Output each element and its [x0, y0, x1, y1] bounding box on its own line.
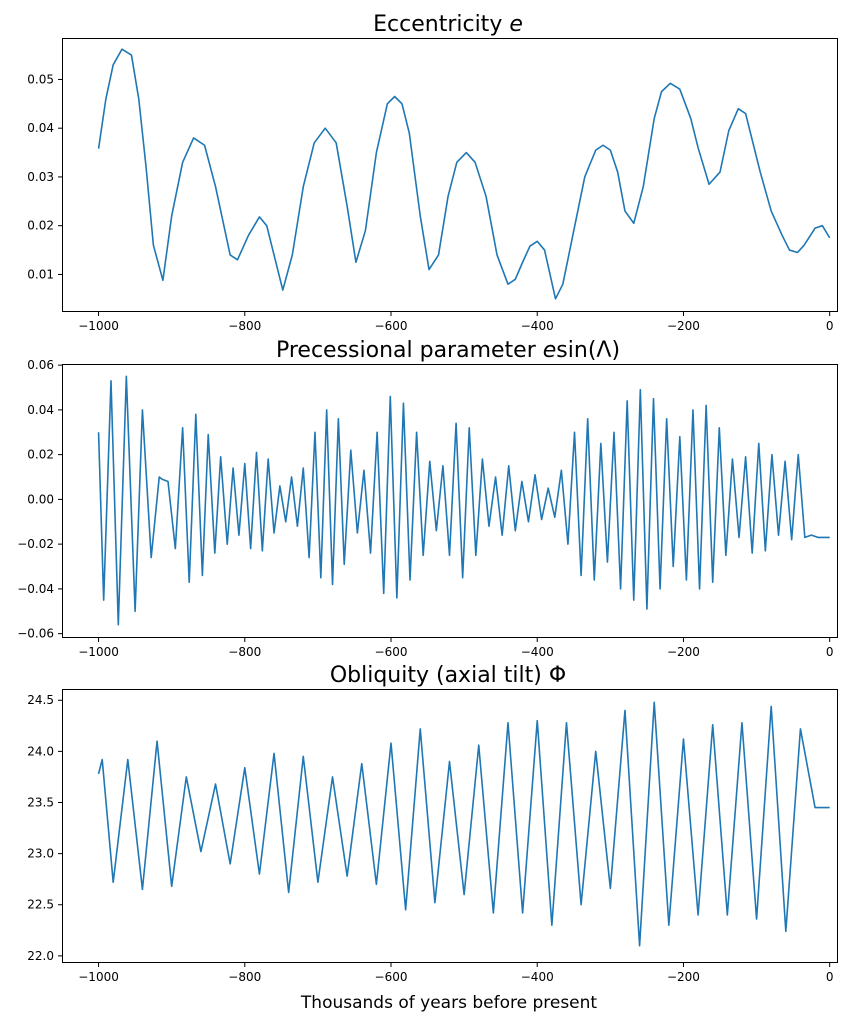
obliquity-ytick-label: 24.5 — [27, 693, 54, 707]
precession-series-line — [97, 375, 830, 626]
obliquity-ytick-label: 23.0 — [27, 847, 54, 861]
obliquity-ytick-label: 23.5 — [27, 795, 54, 809]
precession-xtick-label: −400 — [521, 645, 554, 659]
eccentricity-ytick-label: 0.02 — [27, 219, 54, 233]
precession-ytick-label: 0.04 — [27, 403, 54, 417]
precession-ytick-label: −0.06 — [17, 627, 54, 641]
obliquity-xtick-label: −600 — [375, 970, 408, 984]
precession-xtick-label: −1000 — [78, 645, 119, 659]
obliquity-xtick-label: −200 — [667, 970, 700, 984]
eccentricity-title-main: Eccentricity — [373, 12, 509, 37]
precession-ytick-label: −0.02 — [17, 537, 54, 551]
obliquity-panel: Obliquity (axial tilt) Φ Thousands of ye… — [27, 663, 838, 1013]
precession-title-rest: sin(Λ) — [556, 338, 620, 363]
precession-ytick-label: 0.06 — [27, 358, 54, 372]
obliquity-xtick-label: −800 — [228, 970, 261, 984]
eccentricity-xtick-label: −800 — [228, 319, 261, 333]
precession-xtick-label: −600 — [375, 645, 408, 659]
precession-ytick-label: 0.00 — [27, 492, 54, 506]
eccentricity-series-line — [97, 48, 831, 300]
precession-title: Precessional parameter esin(Λ) — [276, 338, 620, 363]
eccentricity-xtick-label: −400 — [521, 319, 554, 333]
precession-ytick-label: 0.02 — [27, 448, 54, 462]
precession-xtick-label: 0 — [826, 645, 834, 659]
eccentricity-xtick-label: −1000 — [78, 319, 119, 333]
obliquity-xtick-label: −1000 — [78, 970, 119, 984]
precession-axes-frame — [62, 364, 838, 638]
obliquity-xtick-label: −400 — [521, 970, 554, 984]
obliquity-ytick-label: 22.0 — [27, 949, 54, 963]
eccentricity-axes-frame — [62, 38, 838, 312]
eccentricity-ytick-label: 0.03 — [27, 170, 54, 184]
precession-xtick-label: −800 — [228, 645, 261, 659]
obliquity-title: Obliquity (axial tilt) Φ — [330, 663, 566, 688]
eccentricity-xtick-label: 0 — [826, 319, 834, 333]
eccentricity-title: Eccentricity e — [373, 12, 523, 37]
precession-xtick-label: −200 — [667, 645, 700, 659]
obliquity-series-line — [97, 701, 830, 947]
obliquity-ytick-label: 24.0 — [27, 744, 54, 758]
precession-ytick-label: −0.04 — [17, 582, 54, 596]
eccentricity-ytick-label: 0.01 — [27, 267, 54, 281]
eccentricity-ytick-label: 0.04 — [27, 121, 54, 135]
eccentricity-xtick-label: −200 — [667, 319, 700, 333]
eccentricity-xtick-label: −600 — [375, 319, 408, 333]
eccentricity-title-symbol: e — [509, 12, 523, 37]
obliquity-axes-frame — [62, 689, 838, 963]
eccentricity-ytick-label: 0.05 — [27, 72, 54, 86]
obliquity-xtick-label: 0 — [826, 970, 834, 984]
obliquity-xlabel: Thousands of years before present — [300, 993, 597, 1013]
precession-title-main: Precessional parameter — [276, 338, 543, 363]
eccentricity-panel: Eccentricity e −1000 −800 −600 −400 −200 0 0.0… — [27, 12, 838, 333]
precession-panel: Precessional parameter esin(Λ) −1000 −800… — [17, 338, 838, 659]
obliquity-ytick-label: 22.5 — [27, 898, 54, 912]
precession-title-symbol: e — [543, 338, 557, 363]
